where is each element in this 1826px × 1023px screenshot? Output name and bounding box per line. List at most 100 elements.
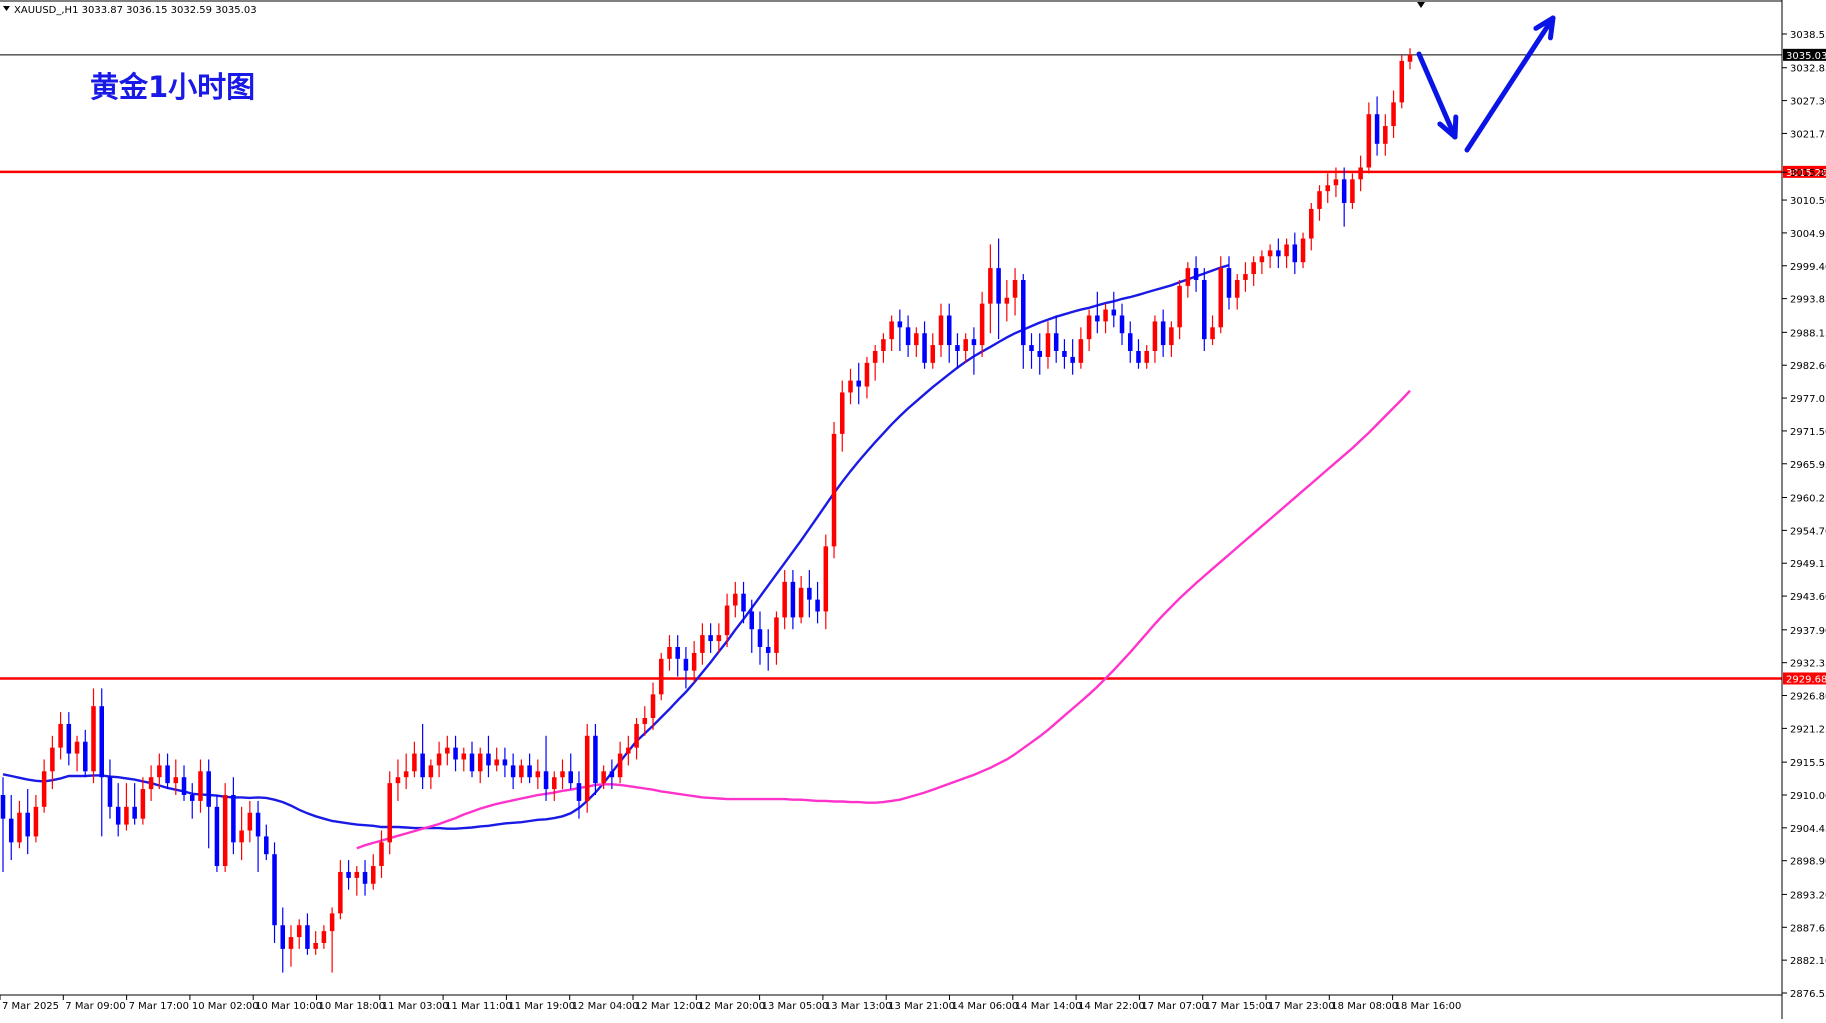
candle-body-bull	[313, 942, 318, 949]
candle-body-bear	[996, 268, 1001, 304]
chart-shift-marker-icon[interactable]	[1417, 2, 1425, 8]
window-menu-icon[interactable]	[3, 6, 10, 11]
y-tick-label: 2898.90	[1790, 857, 1826, 868]
candle-body-bear	[1095, 315, 1100, 322]
candle-body-bear	[527, 765, 532, 778]
y-tick-label: 2904.45	[1790, 824, 1826, 835]
candle-body-bull	[560, 771, 565, 778]
candle-body-bull	[17, 812, 22, 843]
candle-body-bear	[346, 871, 351, 878]
y-tick-label: 3004.95	[1790, 229, 1826, 240]
y-tick-label: 2977.05	[1790, 394, 1826, 405]
candle-body-bull	[1399, 60, 1405, 103]
candle-body-bull	[1284, 244, 1289, 257]
candle-body-bull	[1350, 179, 1355, 204]
y-tick-label: 3015.20	[1790, 168, 1826, 179]
candle-body-bear	[1119, 315, 1125, 334]
candle-body-bull	[387, 783, 392, 843]
candle-body-bear	[897, 321, 903, 328]
x-tick-label: 10 Mar 10:00	[255, 1001, 322, 1012]
candle-body-bull	[140, 789, 146, 819]
candle-body-bear	[272, 854, 277, 926]
candle-body-bull	[395, 777, 401, 784]
candle-body-bull	[1045, 333, 1051, 357]
x-tick-label: 11 Mar 11:00	[445, 1001, 512, 1012]
y-tick-label: 2943.60	[1790, 592, 1826, 603]
candle-body-bear	[305, 925, 310, 949]
y-tick-label: 2965.95	[1790, 460, 1826, 471]
candle-body-bear	[264, 836, 269, 855]
candle-body-bear	[1029, 345, 1034, 352]
candle-body-bull	[239, 830, 244, 843]
candle-body-bull	[634, 723, 639, 748]
candle-body-bear	[255, 812, 261, 837]
arrow-up-icon-head	[1533, 15, 1556, 41]
x-tick-label: 10 Mar 02:00	[192, 1001, 259, 1012]
x-tick-label: 12 Mar 04:00	[572, 1001, 639, 1012]
y-tick-label: 3027.30	[1790, 97, 1826, 108]
candle-body-bull	[157, 765, 162, 778]
candle-body-bear	[757, 629, 763, 647]
y-tick-label: 2887.65	[1790, 923, 1826, 934]
candle-body-bear	[749, 611, 755, 630]
y-tick-label: 2921.25	[1790, 724, 1826, 735]
candle-body-bull	[403, 771, 409, 778]
x-tick-label: 7 Mar 17:00	[129, 1001, 189, 1012]
candle-body-bull	[979, 303, 985, 346]
candle-body-bull	[173, 777, 179, 784]
x-tick-label: 14 Mar 06:00	[952, 1001, 1019, 1012]
candle-body-bull	[782, 581, 787, 618]
y-tick-label: 2926.80	[1790, 692, 1826, 703]
candle-body-bull	[1218, 268, 1224, 328]
candle-body-bear	[1070, 356, 1075, 363]
candle-body-bear	[66, 723, 72, 754]
candle-body-bull	[50, 747, 55, 772]
candle-body-bull	[1078, 339, 1084, 363]
candle-body-bull	[33, 806, 39, 837]
candle-body-bull	[963, 339, 968, 352]
candle-body-bull	[1383, 126, 1388, 144]
candle-body-bear	[1374, 114, 1380, 144]
candle-body-bear	[815, 599, 820, 612]
candle-body-bull	[626, 747, 631, 754]
candle-body-bear	[765, 646, 771, 653]
candle-body-bull	[1144, 351, 1149, 363]
candle-body-bull	[74, 741, 80, 754]
candle-body-bear	[420, 753, 425, 778]
candle-body-bull	[1358, 167, 1363, 180]
candle-body-bear	[946, 315, 952, 346]
moving-average-slow-line	[356, 389, 1411, 850]
candle-body-bear	[107, 777, 113, 807]
candle-body-bull	[296, 925, 302, 938]
y-tick-label: 3010.50	[1790, 196, 1826, 207]
candle-body-bear	[99, 706, 104, 778]
candle-body-bear	[905, 327, 911, 346]
candle-body-bull	[774, 617, 779, 653]
candle-body-bull	[914, 333, 919, 346]
candle-body-bull	[667, 646, 672, 659]
x-tick-label: 7 Mar 09:00	[65, 1001, 125, 1012]
candle-body-bear	[741, 593, 746, 612]
y-tick-label: 2960.25	[1790, 494, 1826, 505]
candle-body-bull	[1103, 309, 1108, 322]
candle-body-bear	[83, 741, 88, 772]
candle-body-bear	[469, 753, 475, 772]
candle-body-bear	[231, 794, 236, 843]
candle-body-bull	[658, 658, 664, 695]
candle-body-bull	[881, 339, 886, 352]
y-tick-label: 3038.55	[1790, 30, 1826, 41]
candle-body-bear	[1226, 268, 1232, 298]
candle-body-bear	[971, 339, 977, 346]
candle-body-bull	[584, 735, 590, 801]
candle-body-bull	[379, 842, 384, 867]
candle-body-bull	[601, 771, 606, 784]
candle-body-bull	[691, 652, 697, 671]
current-price-tag	[1783, 48, 1826, 61]
candle-body-bear	[1037, 351, 1042, 357]
candle-body-bear	[1062, 351, 1067, 357]
x-tick-label: 11 Mar 19:00	[508, 1001, 575, 1012]
candle-body-bear	[502, 759, 508, 766]
candle-body-bear	[453, 747, 458, 760]
